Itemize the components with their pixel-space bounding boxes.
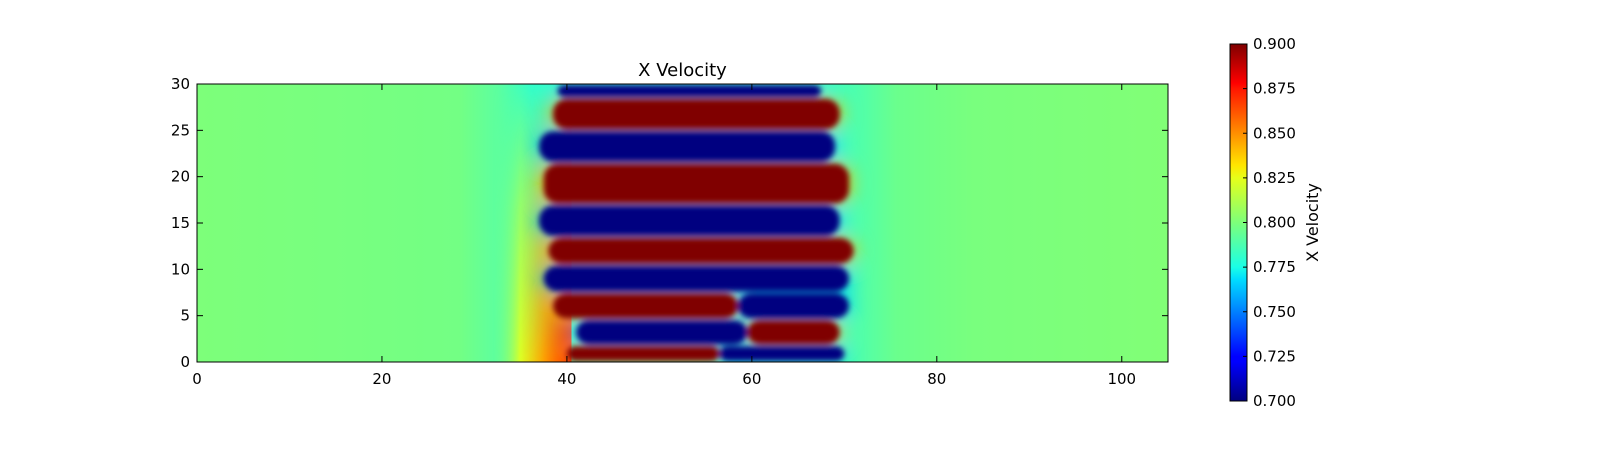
y-tick-label: 10 — [171, 260, 190, 278]
heatmap-field — [197, 84, 1168, 362]
colorbar-tick-label: 0.800 — [1253, 214, 1296, 232]
heatmap-band — [576, 320, 748, 345]
x-tick-label: 100 — [1107, 370, 1136, 388]
y-tick-label: 15 — [171, 214, 190, 232]
heatmap-band — [719, 346, 845, 361]
x-axis: 0 20 40 60 80 100 — [192, 84, 1136, 388]
colorbar-tick-label: 0.900 — [1253, 35, 1296, 53]
x-tick-label: 60 — [742, 370, 761, 388]
y-axis: 0 5 10 15 20 25 30 — [171, 75, 1168, 371]
plot-area — [196, 83, 1169, 363]
colorbar-tick-label: 0.875 — [1253, 80, 1296, 98]
heatmap-band — [553, 98, 840, 130]
heatmap-band — [548, 237, 854, 264]
heatmap-band — [543, 163, 849, 204]
chart-title: X Velocity — [638, 60, 727, 81]
colorbar-tick-label: 0.700 — [1253, 392, 1296, 410]
heatmap-band — [747, 320, 840, 345]
x-tick-label: 0 — [192, 370, 202, 388]
heatmap-bands — [539, 85, 854, 361]
y-tick-label: 30 — [171, 75, 190, 93]
x-tick-label: 40 — [557, 370, 576, 388]
colorbar-tick-label: 0.775 — [1253, 258, 1296, 276]
colorbar-tick-label: 0.850 — [1253, 124, 1296, 142]
y-tick-label: 5 — [180, 307, 190, 325]
heatmap-band — [557, 85, 822, 97]
colorbar-label: X Velocity — [1303, 183, 1322, 262]
colorbar-tick-label: 0.725 — [1253, 347, 1296, 365]
x-tick-label: 80 — [927, 370, 946, 388]
heatmap-band — [566, 346, 720, 361]
heatmap-band — [543, 265, 849, 292]
heatmap-band — [539, 131, 836, 162]
y-tick-label: 20 — [171, 168, 190, 186]
heatmap-band — [553, 293, 738, 319]
heatmap-band — [737, 293, 849, 319]
colorbar-tick-label: 0.750 — [1253, 303, 1296, 321]
heatmap-band — [539, 205, 840, 236]
y-tick-label: 0 — [180, 353, 190, 371]
colorbar: 0.700 0.725 0.750 0.775 0.800 0.825 0.850 0.875… — [1229, 35, 1296, 410]
colorbar-tick-label: 0.825 — [1253, 169, 1296, 187]
x-tick-label: 20 — [372, 370, 391, 388]
y-tick-label: 25 — [171, 121, 190, 139]
